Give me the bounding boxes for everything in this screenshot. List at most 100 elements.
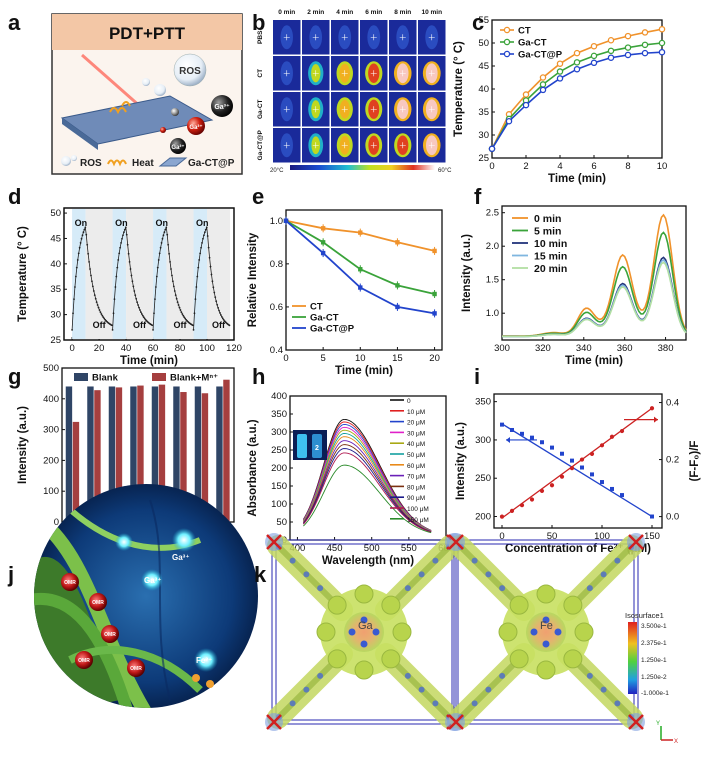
atom-n <box>303 571 310 578</box>
bar <box>151 386 159 522</box>
material-sheet-edge <box>62 118 98 150</box>
atom-n <box>418 686 425 693</box>
data-point <box>649 406 655 411</box>
ion-label: Ga³⁺ <box>144 576 162 585</box>
terminal-cross-icon <box>628 714 644 730</box>
trace-point <box>156 266 159 269</box>
atom-n <box>372 628 380 636</box>
trace-point <box>171 280 174 283</box>
y-tick-label: 0.4 <box>270 345 283 356</box>
plot-frame-top <box>63 207 235 341</box>
trace-point <box>100 313 103 315</box>
metal-center <box>344 612 384 652</box>
data-point <box>488 145 496 153</box>
atom-n <box>499 585 506 592</box>
atom-n <box>360 640 368 648</box>
data-point <box>432 311 437 316</box>
ros-legend-icon <box>61 156 71 166</box>
trace-point <box>180 311 183 314</box>
omr-label: OMR <box>64 580 76 586</box>
trace-point <box>129 268 132 270</box>
trace-point <box>205 226 208 229</box>
trace-point <box>128 260 131 263</box>
data-point <box>320 226 326 231</box>
data-point <box>539 74 547 81</box>
x-axis-title: Time (min) <box>120 355 178 367</box>
trace-point <box>123 231 125 234</box>
crosshair-icon <box>341 34 348 41</box>
legend-marker <box>503 38 511 46</box>
atom-n <box>600 686 607 693</box>
isosurface-colorbar <box>628 622 637 694</box>
vial-icon <box>312 434 322 458</box>
data-point <box>590 42 598 50</box>
scale-max: 60°C <box>438 168 452 174</box>
atom-n <box>317 585 324 592</box>
bar <box>137 385 144 522</box>
pyrrole-lobe <box>536 660 556 680</box>
trace-point <box>74 286 76 288</box>
crosshair-icon <box>399 142 406 149</box>
data-point <box>395 283 400 288</box>
data-point <box>283 218 289 223</box>
fit-line <box>501 423 653 518</box>
trace-point <box>196 275 199 278</box>
x-tick-label: 100 <box>594 531 610 542</box>
trace-point <box>151 324 154 327</box>
bar <box>223 379 230 522</box>
trace-point <box>218 309 220 312</box>
trace-point <box>165 226 168 229</box>
absorbance-curve <box>303 464 432 534</box>
trace-point <box>139 309 141 311</box>
trace-point <box>155 275 158 278</box>
trace-point <box>159 246 162 249</box>
y-tick-label: 1.0 <box>270 216 283 227</box>
vial-icon <box>297 434 307 458</box>
unit-cell <box>271 539 457 725</box>
legend-label: Ga-CT <box>518 38 547 49</box>
y-tick-label: 35 <box>478 107 489 118</box>
y-axis-title: Temperature (° C) <box>453 41 465 137</box>
x-axis-title: Time (min) <box>335 365 393 377</box>
bar <box>180 392 187 522</box>
crosshair-icon <box>312 70 319 77</box>
panel-j: j Ga³⁺ Ga³⁺ Fe³⁺ OMR OMR OMR OMR OMR <box>7 484 258 708</box>
iso-value: 3.500e-1 <box>641 623 667 630</box>
crosshair-icon <box>428 34 435 41</box>
off-region <box>126 209 154 339</box>
data-point <box>658 48 666 56</box>
y-tick-label: 300 <box>271 427 287 438</box>
trace-point <box>72 312 74 315</box>
data-point <box>432 248 437 254</box>
x-tick-label: 50 <box>547 531 558 542</box>
trace-point <box>221 317 224 320</box>
trace-point <box>120 242 122 244</box>
trace-point <box>191 324 194 327</box>
atom-n <box>600 571 607 578</box>
ion-label: Ga³⁺ <box>189 124 202 131</box>
omr-dot <box>101 625 119 643</box>
trace-point <box>133 290 136 292</box>
y-tick-label: 500 <box>43 363 59 374</box>
crosshair-icon <box>312 106 319 113</box>
trace-point <box>121 237 123 240</box>
y-tick-label: 30 <box>50 310 61 321</box>
trace-point <box>127 252 130 255</box>
y-tick-label: 1.0 <box>486 308 499 319</box>
atom-n <box>542 616 550 624</box>
ion-label: Ga³⁺ <box>172 553 190 562</box>
pyrrole-lobe <box>381 595 401 615</box>
data-point <box>520 431 524 436</box>
x-tick-label: 10 <box>355 353 366 364</box>
omr-label: OMR <box>104 632 116 638</box>
pyrrole-lobe <box>354 660 374 680</box>
legend-label: 60 μM <box>407 463 425 470</box>
trace-point <box>80 237 83 240</box>
trace-point <box>124 226 127 229</box>
trace-point <box>177 304 180 306</box>
x-tick-label: 20 <box>94 343 105 354</box>
trace-point <box>161 237 164 240</box>
heat-legend-icon <box>107 159 127 167</box>
x-tick-label: 380 <box>658 343 674 354</box>
